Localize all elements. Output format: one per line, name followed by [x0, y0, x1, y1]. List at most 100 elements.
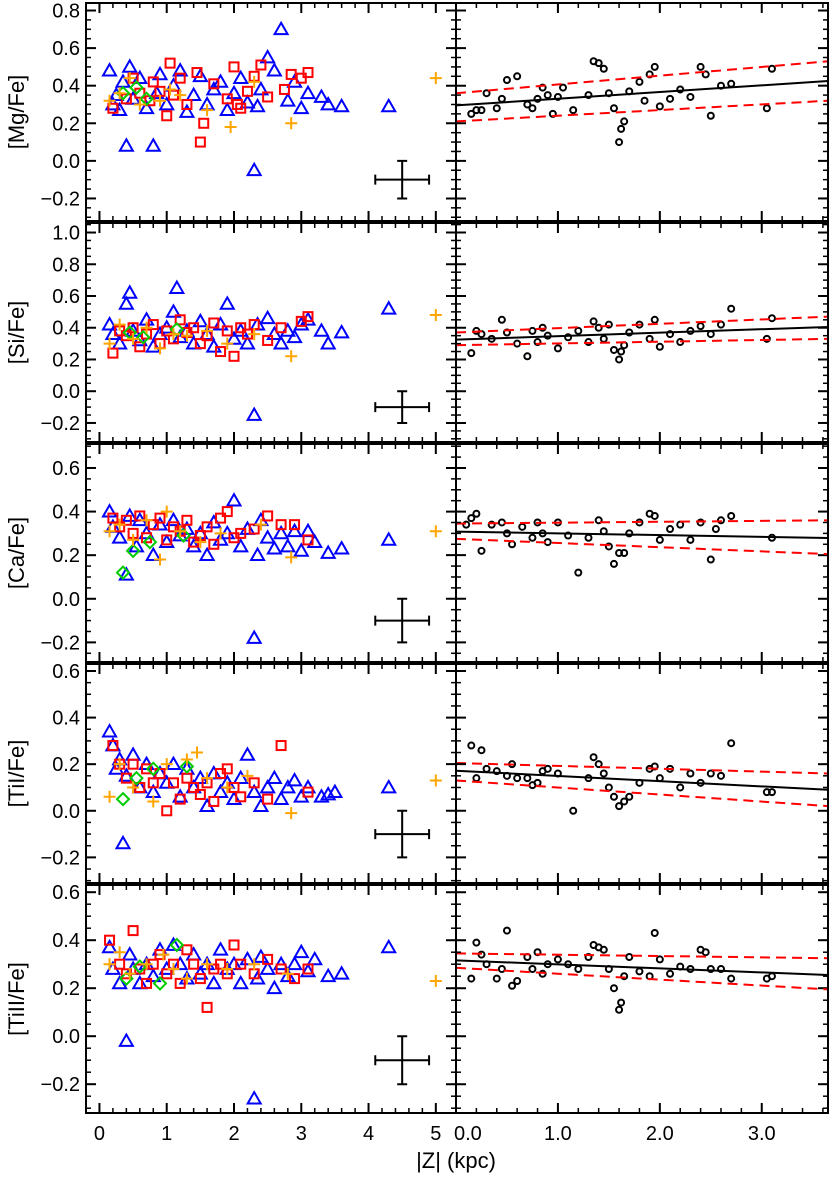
data-point	[706, 555, 715, 564]
triangle-point	[158, 95, 175, 111]
triangle-point	[245, 161, 263, 177]
square-point	[235, 322, 247, 334]
data-point	[513, 72, 522, 81]
triangle-point	[239, 950, 256, 966]
data-point	[604, 783, 613, 792]
triangle-point	[219, 295, 236, 310]
y-tick-label: 0.4	[52, 930, 80, 952]
triangle-point	[101, 62, 118, 77]
triangle-point	[252, 948, 270, 963]
triangle-point	[293, 99, 310, 115]
triangle-point	[286, 522, 303, 538]
lower-bound-line	[455, 966, 829, 991]
triangle-point	[104, 325, 122, 340]
triangle-point	[319, 95, 337, 111]
data-point	[472, 938, 481, 947]
data-point	[676, 85, 685, 94]
data-point	[706, 965, 715, 973]
triangle-point	[299, 522, 317, 538]
triangle-point	[145, 137, 162, 152]
data-point	[625, 953, 634, 961]
plus-point	[214, 527, 227, 540]
triangle-point	[111, 529, 128, 544]
y-tick-label: 0.0	[52, 589, 80, 611]
y-tick-label: 0.0	[52, 381, 80, 403]
plus-point	[221, 963, 234, 975]
diamond-point	[139, 91, 154, 107]
data-point	[497, 315, 506, 324]
square-point	[285, 68, 297, 80]
square-point	[194, 338, 206, 350]
square-point	[191, 67, 203, 79]
data-point	[635, 77, 644, 86]
y-axis-label: [Mg/Fe]	[4, 75, 29, 150]
square-point	[134, 341, 146, 353]
data-point	[477, 106, 486, 115]
diamond-point	[129, 770, 144, 786]
triangle-point	[121, 58, 138, 73]
plus-point	[224, 121, 237, 134]
data-point	[727, 974, 736, 983]
triangle-point	[232, 537, 249, 553]
x-tick-label: 2	[228, 1123, 239, 1145]
y-tick-label: 0.4	[52, 502, 80, 524]
data-point	[655, 535, 664, 544]
data-point	[559, 83, 568, 92]
plus-point	[180, 753, 193, 766]
y-tick-label: 0.2	[52, 349, 80, 371]
x-axis-title: |Z| (kpc)	[416, 1148, 496, 1173]
triangle-point	[259, 48, 276, 64]
data-point	[604, 542, 613, 551]
data-point	[467, 349, 476, 358]
right-frame	[455, 222, 829, 443]
triangle-point	[299, 84, 317, 100]
data-point	[727, 511, 736, 520]
data-point	[686, 535, 695, 544]
triangle-point	[212, 783, 229, 799]
square-point	[295, 72, 307, 84]
data-point	[543, 764, 552, 773]
plus-point	[103, 790, 116, 803]
triangle-point	[279, 92, 297, 107]
y-tick-label: 0.6	[52, 882, 80, 904]
triangle-point	[380, 97, 397, 113]
square-point	[174, 72, 186, 84]
triangle-point	[249, 546, 266, 562]
plus-point	[164, 83, 177, 96]
square-point	[107, 102, 119, 114]
square-point	[181, 514, 193, 526]
y-tick-label: 0.6	[52, 661, 80, 683]
data-point	[767, 314, 776, 323]
data-point	[599, 334, 608, 343]
y-axis-label: [TiII/Fe]	[4, 962, 29, 1036]
plus-point	[140, 321, 153, 334]
data-point	[686, 92, 695, 101]
plus-point	[127, 533, 140, 546]
triangle-point	[114, 73, 132, 88]
square-point	[235, 102, 247, 114]
square-point	[275, 322, 287, 334]
data-point	[635, 967, 644, 976]
triangle-point	[225, 84, 243, 100]
x-tick-label: 0.0	[454, 1123, 482, 1145]
triangle-point	[198, 325, 216, 340]
plus-point	[180, 329, 193, 342]
triangle-point	[286, 771, 303, 787]
square-point	[248, 777, 260, 789]
plus-point	[248, 328, 261, 341]
triangle-point	[192, 67, 209, 83]
upper-bound-line	[455, 952, 829, 960]
data-point	[599, 64, 608, 73]
plus-point	[127, 781, 140, 794]
data-point	[767, 64, 776, 73]
data-point	[513, 774, 522, 783]
triangle-point	[249, 97, 266, 113]
y-tick-label: 0.6	[52, 286, 80, 308]
plus-point	[147, 795, 160, 808]
plus-point	[103, 525, 116, 538]
square-point	[302, 963, 314, 975]
data-point	[574, 326, 583, 335]
triangle-point	[259, 309, 276, 325]
y-tick-label: 0.8	[52, 254, 80, 276]
x-tick-label: 4	[363, 1123, 374, 1145]
